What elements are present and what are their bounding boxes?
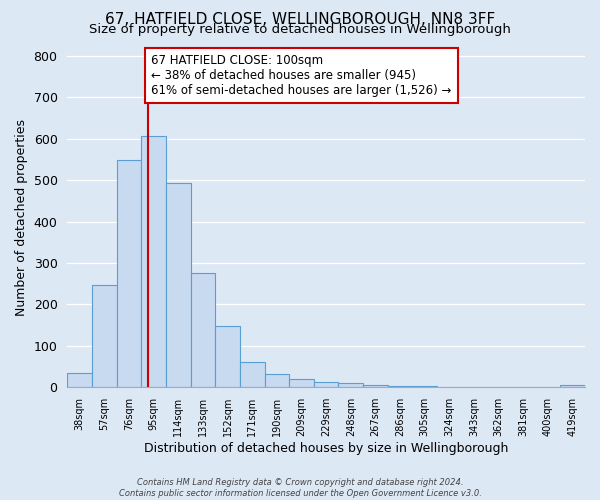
Bar	[314, 382, 338, 388]
Bar	[92, 284, 116, 388]
Bar	[363, 386, 388, 388]
Bar	[265, 374, 289, 388]
Text: 67 HATFIELD CLOSE: 100sqm
← 38% of detached houses are smaller (945)
61% of semi: 67 HATFIELD CLOSE: 100sqm ← 38% of detac…	[151, 54, 452, 96]
Bar	[67, 373, 92, 388]
Bar	[116, 160, 141, 388]
Y-axis label: Number of detached properties: Number of detached properties	[15, 119, 28, 316]
Bar	[166, 183, 191, 388]
Bar	[191, 272, 215, 388]
Bar	[412, 386, 437, 388]
Bar	[388, 386, 412, 388]
Bar	[437, 386, 462, 388]
Text: 67, HATFIELD CLOSE, WELLINGBOROUGH, NN8 3FF: 67, HATFIELD CLOSE, WELLINGBOROUGH, NN8 …	[105, 12, 495, 28]
Text: Size of property relative to detached houses in Wellingborough: Size of property relative to detached ho…	[89, 22, 511, 36]
Bar	[240, 362, 265, 388]
Bar	[560, 386, 585, 388]
Bar	[289, 379, 314, 388]
Bar	[215, 326, 240, 388]
Bar	[338, 383, 363, 388]
Text: Contains HM Land Registry data © Crown copyright and database right 2024.
Contai: Contains HM Land Registry data © Crown c…	[119, 478, 481, 498]
X-axis label: Distribution of detached houses by size in Wellingborough: Distribution of detached houses by size …	[144, 442, 508, 455]
Bar	[141, 136, 166, 388]
